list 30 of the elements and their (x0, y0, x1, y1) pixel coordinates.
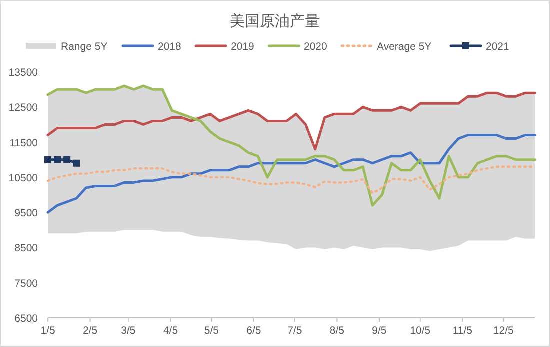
chart-title: 美国原油产量 (230, 13, 320, 30)
legend-label: Average 5Y (377, 41, 432, 53)
x-tick-label: 10/5 (410, 325, 431, 337)
x-tick-label: 11/5 (452, 325, 473, 337)
x-tick-label: 2/5 (82, 325, 98, 337)
y-tick-label: 11500 (10, 137, 38, 150)
x-tick-label: 6/5 (246, 325, 262, 337)
y-tick-label: 10500 (8, 172, 38, 184)
y-tick-label: 8500 (14, 242, 38, 255)
line-series (46, 92, 536, 151)
x-tick-label: 12/5 (493, 325, 514, 337)
y-tick-label: 6500 (14, 313, 38, 325)
x-tick-label: 9/5 (372, 325, 387, 337)
legend-label: Range 5Y (61, 41, 108, 53)
legend-label: 2021 (486, 41, 510, 53)
line-series (46, 84, 536, 207)
x-tick-label: 8/5 (330, 325, 345, 337)
y-tick-label: 12500 (8, 102, 38, 114)
y-tick-label: 9500 (14, 208, 38, 220)
legend-label: 2020 (304, 41, 328, 53)
y-tick-label: 13500 (8, 67, 38, 79)
line-series (46, 134, 536, 214)
x-tick-label: 5/5 (204, 325, 220, 337)
x-tick-label: 3/5 (121, 325, 136, 337)
legend-label: 2018 (158, 41, 182, 53)
y-tick-label: 7500 (14, 278, 38, 290)
x-tick-label: 4/5 (163, 325, 178, 337)
x-tick-label: 7/5 (288, 325, 302, 337)
x-tick-label: 1/5 (40, 325, 56, 337)
legend-label: 2019 (231, 41, 255, 53)
